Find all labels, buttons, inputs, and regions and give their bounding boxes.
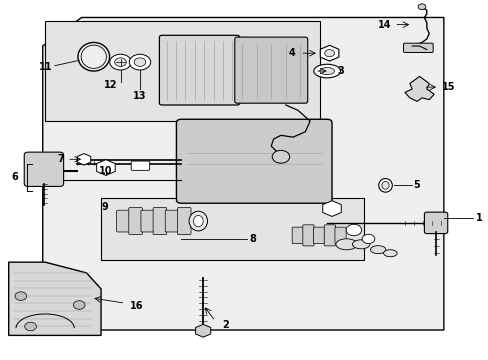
Text: 7: 7: [57, 154, 63, 164]
FancyBboxPatch shape: [131, 161, 149, 170]
Circle shape: [115, 58, 126, 66]
FancyBboxPatch shape: [116, 210, 130, 232]
Ellipse shape: [313, 64, 340, 78]
FancyBboxPatch shape: [165, 210, 179, 232]
Ellipse shape: [335, 239, 357, 250]
Circle shape: [15, 292, 27, 300]
Text: 2: 2: [222, 320, 229, 330]
Circle shape: [134, 58, 145, 66]
Text: 13: 13: [133, 91, 146, 102]
Bar: [101, 198, 363, 260]
FancyBboxPatch shape: [176, 119, 331, 203]
FancyBboxPatch shape: [313, 227, 324, 244]
Ellipse shape: [189, 211, 207, 231]
Text: 15: 15: [441, 82, 454, 92]
Circle shape: [110, 54, 131, 70]
FancyBboxPatch shape: [24, 152, 63, 186]
Text: 1: 1: [474, 212, 481, 222]
Circle shape: [324, 50, 334, 57]
FancyBboxPatch shape: [324, 225, 335, 246]
Text: 4: 4: [288, 48, 295, 58]
FancyBboxPatch shape: [141, 210, 154, 232]
FancyBboxPatch shape: [424, 212, 447, 234]
Text: 10: 10: [99, 166, 112, 176]
Text: 12: 12: [104, 80, 117, 90]
Ellipse shape: [378, 179, 391, 192]
Ellipse shape: [78, 42, 109, 71]
Text: 16: 16: [130, 301, 143, 311]
Ellipse shape: [381, 181, 388, 189]
Ellipse shape: [370, 246, 385, 254]
Circle shape: [417, 4, 425, 10]
FancyBboxPatch shape: [334, 227, 346, 244]
Polygon shape: [404, 76, 433, 102]
Text: 8: 8: [249, 234, 256, 244]
FancyBboxPatch shape: [291, 227, 303, 244]
FancyBboxPatch shape: [177, 207, 191, 235]
Text: 14: 14: [377, 19, 390, 30]
Text: 3: 3: [336, 66, 343, 76]
Ellipse shape: [383, 250, 396, 257]
Ellipse shape: [352, 240, 369, 249]
Polygon shape: [42, 18, 443, 330]
FancyBboxPatch shape: [159, 35, 239, 105]
Circle shape: [129, 54, 150, 70]
FancyBboxPatch shape: [302, 225, 313, 246]
Circle shape: [346, 224, 361, 236]
Polygon shape: [9, 262, 101, 336]
FancyBboxPatch shape: [128, 207, 142, 235]
Circle shape: [25, 322, 36, 331]
FancyBboxPatch shape: [153, 207, 166, 235]
Circle shape: [362, 234, 374, 244]
FancyBboxPatch shape: [234, 37, 307, 103]
Circle shape: [73, 301, 85, 309]
Ellipse shape: [193, 215, 203, 227]
Text: 6: 6: [12, 172, 19, 182]
Ellipse shape: [81, 45, 106, 68]
Ellipse shape: [319, 67, 334, 75]
Circle shape: [272, 150, 289, 163]
Text: 11: 11: [39, 63, 52, 72]
FancyBboxPatch shape: [403, 43, 432, 53]
Text: 5: 5: [413, 180, 420, 190]
Text: 9: 9: [101, 202, 107, 212]
Polygon shape: [45, 21, 319, 121]
